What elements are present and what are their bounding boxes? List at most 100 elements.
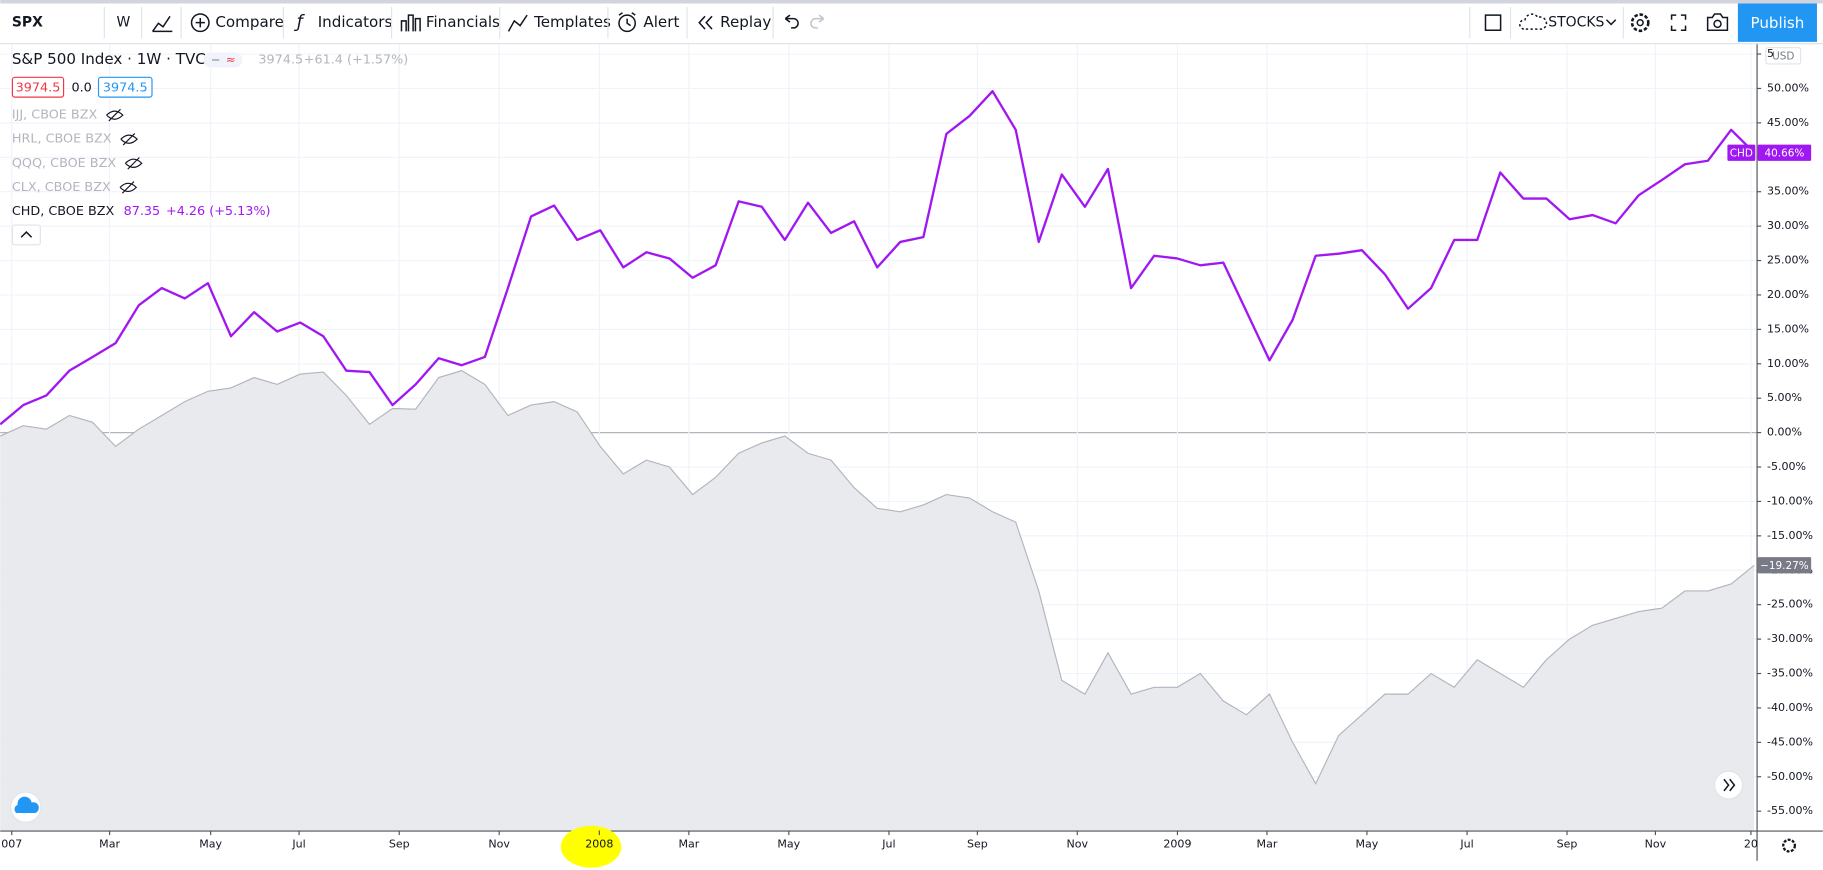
y-tick-label: -40.00% [1767,701,1813,714]
x-tick-label: Jul [881,837,895,850]
chart-type-icon[interactable] [151,15,173,33]
interval[interactable]: W [117,15,131,31]
redo-button[interactable] [810,14,825,29]
alert-icon[interactable] [618,14,637,33]
series-line [0,90,1755,426]
x-tick-label: 007 [1,837,22,850]
compare-button[interactable]: Compare [215,13,284,31]
highlight [560,825,622,868]
y-tick-label: 0.00% [1767,426,1802,439]
symbol[interactable]: SPX [12,15,43,31]
main-series-title: S&P 500 Index · 1W · TVC [12,50,206,68]
x-tick-label: Mar [678,837,699,850]
x-tick-label: Mar [1257,837,1278,850]
series-toggle[interactable] [203,52,243,68]
indicators-button[interactable]: Indicators [318,13,393,31]
templates-button[interactable]: Templates [533,13,611,31]
axis-settings[interactable] [1782,838,1797,853]
replay-icon[interactable] [698,15,713,30]
indicators-icon[interactable]: ƒ [294,13,306,33]
publish-button[interactable] [1737,3,1817,42]
bid: 3974.5 [16,80,61,95]
market-chevron[interactable] [1605,19,1617,26]
toggle-minus[interactable]: − [211,52,221,66]
plot [0,90,1755,831]
compare-icon-plus [195,18,205,28]
y-tick-label: 45.00% [1767,116,1809,129]
compare-icon[interactable] [190,13,210,33]
overlay-symbol: QQQ, CBOE BZX [12,156,116,171]
y-tick-label: 10.00% [1767,357,1809,370]
financials-icon[interactable] [400,14,421,32]
series-name-tag [1727,144,1756,161]
x-tick-label: May [1356,837,1379,850]
y-tick-label: -30.00% [1767,632,1813,645]
top-edge [0,0,1823,4]
y-tick-label: 15.00% [1767,322,1809,335]
alert-button[interactable]: Alert [643,13,679,31]
publish-label[interactable]: Publish [1750,14,1804,32]
undo-button[interactable] [784,14,799,29]
x-tick-label: Nov [1645,837,1667,850]
unit-box [1765,47,1802,65]
area-line [0,370,1755,785]
y-tick-label: 5 [1767,47,1774,60]
cloud-icon[interactable] [1519,13,1548,30]
financials-button[interactable]: Financials [426,13,500,31]
overlay-symbol: CHD, CBOE BZX [12,204,115,219]
snapshot-lens [1713,19,1722,29]
templates-icon[interactable] [507,14,528,32]
y-tick-label: -35.00% [1767,667,1813,680]
ask: 3974.5 [103,80,148,95]
y-tick-label: -15.00% [1767,529,1813,542]
main-change: +61.4 (+1.57%) [304,52,409,67]
snapshot-button[interactable] [1706,13,1729,31]
hidden-icon[interactable] [120,132,138,146]
y-tick-label: 5.00% [1767,391,1802,404]
last-value-label: 40.66% [1764,147,1804,159]
y-tick-label: 20.00% [1767,288,1809,301]
area-fill [0,370,1755,831]
legend: S&P 500 Index · 1W · TVC − ≈ 3974.5 +61.… [11,50,409,246]
collapse-button[interactable] [11,224,41,246]
market-button[interactable]: STOCKS [1548,15,1604,31]
y-tick-label: -5.00% [1767,460,1806,473]
ask-box [97,76,153,98]
collapse-icon[interactable] [20,230,33,238]
y-tick-label: 25.00% [1767,254,1809,267]
hidden-icon[interactable] [106,108,124,122]
y-tick-label: 50.00% [1767,81,1809,94]
x-tick-label: Jul [291,837,305,850]
x-tick-label: 20 [1744,837,1758,850]
last-value-tag [1757,557,1812,574]
layout-button[interactable] [1484,14,1502,31]
fullscreen-button[interactable] [1670,14,1687,31]
x-tick-label: Sep [1557,837,1578,850]
y-tick-label: -25.00% [1767,598,1813,611]
overlay-symbol: HRL, CBOE BZX [12,132,112,147]
y-tick-label: -10.00% [1767,494,1813,507]
logo [14,796,39,814]
y-tick-label: 35.00% [1767,185,1809,198]
hidden-icon[interactable] [119,181,138,194]
overlay-value: 87.35 [124,204,161,219]
overlay-symbol: CLX, CBOE BZX [12,180,111,195]
toggle-approx[interactable]: ≈ [226,52,236,66]
toolbar: SPX W Compare ƒ Indicators Financials Te… [12,3,1817,42]
overlay-symbol: IJJ, CBOE BZX [12,108,98,123]
spread: 0.0 [71,80,91,95]
x-tick-label: Jul [1459,837,1473,850]
axes: 550.00%45.00%40.00%35.00%30.00%25.00%20.… [1,47,1813,850]
series-name-label: CHD [1730,147,1753,159]
hidden-icon[interactable] [124,157,143,170]
x-tick-label: Nov [488,837,510,850]
x-tick-label: May [199,837,222,850]
x-tick-label: Mar [99,837,120,850]
x-tick-label: Sep [389,837,410,850]
bid-box [11,76,65,98]
main-value: 3974.5 [258,52,303,67]
settings-button[interactable] [1630,13,1650,33]
y-tick-label: -50.00% [1767,770,1813,783]
replay-button[interactable]: Replay [720,13,771,31]
